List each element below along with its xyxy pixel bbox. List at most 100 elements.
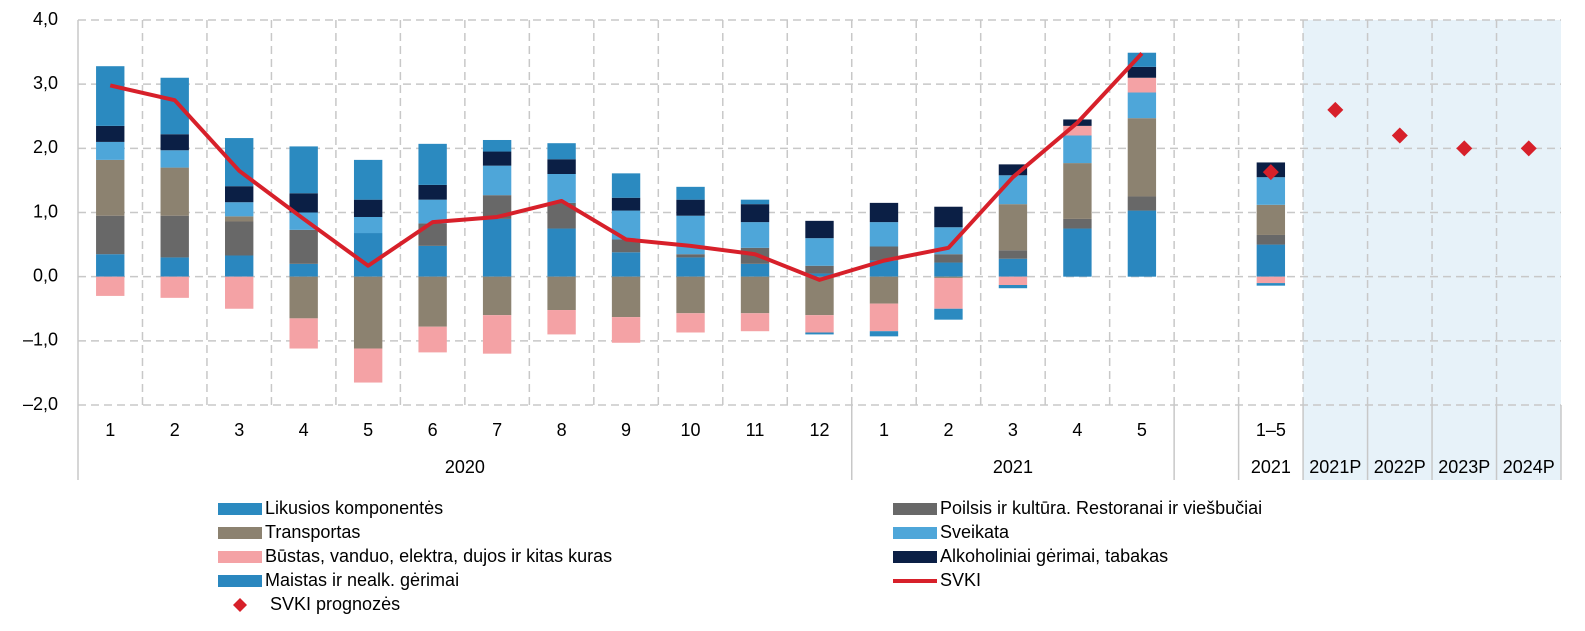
bar-segment xyxy=(1063,125,1092,136)
forecast-marker xyxy=(1391,127,1408,144)
bar-segment xyxy=(998,164,1028,176)
bar-segment xyxy=(934,262,963,277)
bar-segment xyxy=(482,315,512,354)
bar-segment xyxy=(740,263,770,277)
bar-segment xyxy=(1127,77,1157,93)
bar-segment xyxy=(96,159,125,216)
bar-segment xyxy=(418,143,447,185)
svki-line xyxy=(109,52,1144,282)
y-tick-label: 4,0 xyxy=(33,9,58,29)
bar-segment xyxy=(353,233,383,277)
bar-segment xyxy=(934,308,963,320)
bar-segment xyxy=(482,165,512,196)
x-tick-label: 10 xyxy=(681,420,701,440)
y-tick-label: –2,0 xyxy=(23,394,58,414)
bar-segment xyxy=(482,139,512,152)
bar-segment xyxy=(225,202,254,217)
bar-segment xyxy=(869,246,899,261)
bar-segment xyxy=(353,199,383,217)
bar-segment xyxy=(869,222,899,247)
bar-segment xyxy=(869,331,899,337)
bar-segment xyxy=(160,276,189,298)
bar-segment xyxy=(676,257,705,277)
bar-segment xyxy=(740,222,770,248)
bar-segment xyxy=(740,199,770,205)
bar-segment xyxy=(225,221,254,256)
legend-swatch xyxy=(218,575,262,587)
bar-segment xyxy=(1063,228,1092,277)
bar-segment xyxy=(611,173,641,198)
legend-swatch xyxy=(893,503,937,515)
x-group-label: 2023P xyxy=(1438,457,1490,477)
x-tick-label: 12 xyxy=(809,420,829,440)
bar-segment xyxy=(740,276,770,314)
x-tick-label: 2 xyxy=(943,420,953,440)
x-tick-label: 4 xyxy=(299,420,309,440)
bar-segment xyxy=(1256,276,1286,284)
bar-segment xyxy=(96,141,125,160)
x-group-label: 2022P xyxy=(1374,457,1426,477)
bar-segment xyxy=(1127,66,1157,78)
bar-segment xyxy=(96,125,125,142)
bar-segment xyxy=(611,317,641,343)
y-tick-label: 0,0 xyxy=(33,265,58,285)
bar-segment xyxy=(547,174,576,203)
x-group-label: 2021P xyxy=(1309,457,1361,477)
bar-segment xyxy=(225,216,254,222)
bar-segment xyxy=(1256,204,1286,235)
x-tick-label: 3 xyxy=(1008,420,1018,440)
bar-segment xyxy=(805,276,834,316)
bar-segment xyxy=(225,255,254,277)
legend-label: Sveikata xyxy=(940,522,1010,542)
x-tick-label: 8 xyxy=(557,420,567,440)
bar-segment xyxy=(418,199,447,224)
x-group-label: 2021 xyxy=(993,457,1033,477)
bar-segment xyxy=(353,348,383,383)
bar-segment xyxy=(676,254,705,258)
x-group-label: 2021 xyxy=(1251,457,1291,477)
legend-swatch xyxy=(218,503,262,515)
bar-segment xyxy=(676,186,705,200)
bar-segment xyxy=(353,276,383,349)
bar-segment xyxy=(160,257,189,277)
bar-segment xyxy=(1127,196,1157,211)
bar-segment xyxy=(805,238,834,266)
bar-segment xyxy=(418,276,447,327)
bar-segment xyxy=(160,150,189,168)
y-tick-label: 1,0 xyxy=(33,201,58,221)
bar-segment xyxy=(160,167,189,216)
x-tick-label: 5 xyxy=(363,420,373,440)
bar-segment xyxy=(353,216,383,234)
x-tick-label: 9 xyxy=(621,420,631,440)
x-group-label: 2024P xyxy=(1503,457,1555,477)
bar-segment xyxy=(547,143,576,160)
bar-segment xyxy=(998,258,1028,277)
legend-label: Likusios komponentės xyxy=(265,498,443,518)
bar-segment xyxy=(96,215,125,255)
bar-segment xyxy=(482,218,512,277)
bar-segment xyxy=(676,276,705,314)
bar-segment xyxy=(611,276,641,318)
x-tick-label: 4 xyxy=(1072,420,1082,440)
bar-segment xyxy=(160,77,189,135)
bar-segment xyxy=(998,204,1028,251)
y-tick-label: 3,0 xyxy=(33,73,58,93)
bar-segment xyxy=(1256,283,1286,286)
bar-segment xyxy=(482,276,512,316)
bar-segment xyxy=(611,197,641,211)
bar-segment xyxy=(1127,92,1157,119)
bar-segment xyxy=(998,285,1028,289)
legend-swatch xyxy=(893,527,937,539)
bar-segment xyxy=(869,303,899,332)
bar-segment xyxy=(934,206,963,228)
x-tick-label: 3 xyxy=(234,420,244,440)
bar-segment xyxy=(934,277,963,309)
bar-segment xyxy=(998,250,1028,259)
bar-segment xyxy=(418,245,447,277)
y-tick-label: 2,0 xyxy=(33,137,58,157)
bar-segment xyxy=(805,273,834,277)
bar-segment xyxy=(611,239,641,253)
forecast-marker xyxy=(1327,101,1344,118)
